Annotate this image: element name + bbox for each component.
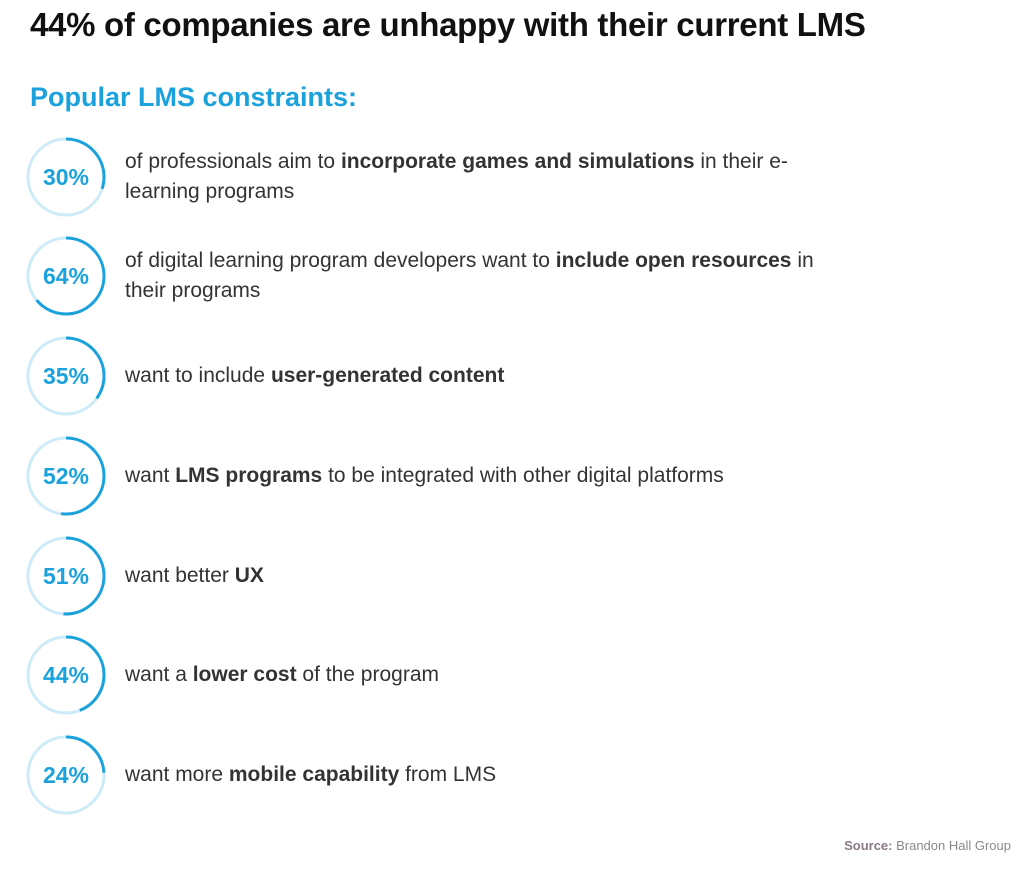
page-title: 44% of companies are unhappy with their … (30, 6, 866, 43)
percent-label: 52% (42, 463, 90, 489)
stat-description: want a lower cost of the program (125, 663, 439, 686)
stat-item: 51% want better UX (25, 535, 925, 617)
stat-item: 35% want to include user-generated conte… (25, 335, 925, 417)
section-subtitle: Popular LMS constraints: (30, 82, 358, 112)
stat-item: 52% want LMS programs to be integrated w… (25, 435, 925, 517)
progress-ring (26, 635, 106, 715)
ring-arc (26, 635, 106, 715)
stat-description: of digital learning program developers w… (125, 249, 814, 302)
stat-item: 44% want a lower cost of the program (25, 634, 925, 716)
stat-item: 64% of digital learning program develope… (25, 235, 925, 317)
progress-ring (26, 536, 106, 616)
percent-label: 35% (42, 363, 90, 389)
percent-label: 64% (42, 263, 90, 289)
stat-description: want more mobile capability from LMS (125, 763, 497, 786)
stat-description: want LMS programs to be integrated with … (125, 464, 724, 487)
ring-arc (26, 336, 106, 416)
progress-ring (26, 436, 106, 516)
percent-label: 30% (42, 164, 90, 190)
progress-ring (26, 735, 106, 815)
stat-description: want better UX (125, 564, 264, 587)
progress-ring (26, 336, 106, 416)
stat-item: 30% of professionals aim to incorporate … (25, 136, 925, 218)
progress-ring (26, 236, 106, 316)
percent-label: 51% (42, 563, 90, 589)
ring-arc (26, 735, 106, 815)
stat-item: 24% want more mobile capability from LMS (25, 734, 925, 816)
ring-arc (26, 236, 106, 316)
percent-label: 24% (42, 762, 90, 788)
ring-arc (26, 137, 106, 217)
ring-arc (26, 536, 106, 616)
percent-label: 44% (42, 662, 90, 688)
stat-description: want to include user-generated content (125, 364, 505, 387)
progress-ring (26, 137, 106, 217)
source-note: Source: Brandon Hall Group (844, 838, 1011, 853)
ring-arc (26, 436, 106, 516)
stat-description: of professionals aim to incorporate game… (125, 150, 788, 203)
